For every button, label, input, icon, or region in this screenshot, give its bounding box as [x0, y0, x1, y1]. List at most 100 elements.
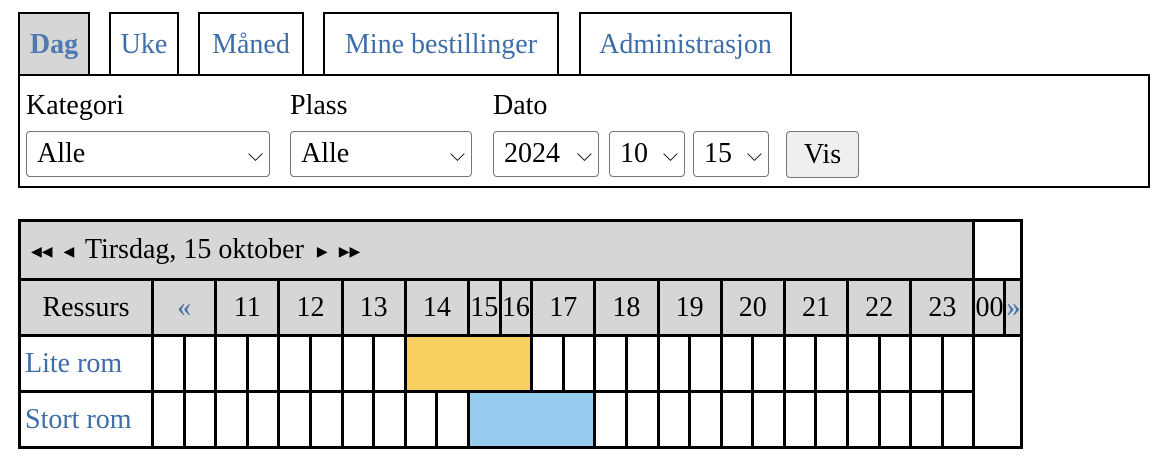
day-select-value: 15	[704, 138, 732, 169]
time-slot[interactable]	[940, 334, 976, 393]
hour-header: 13	[340, 278, 407, 337]
time-slot[interactable]	[214, 390, 249, 449]
hour-header: 15	[466, 278, 502, 337]
tab-administrasjon[interactable]: Administrasjon	[579, 12, 792, 74]
hour-header: 12	[277, 278, 344, 337]
chevron-down-icon: ⌵	[576, 142, 592, 166]
time-slot[interactable]	[561, 334, 597, 393]
left-arrow-icon[interactable]: ◀	[63, 244, 75, 260]
date-navigation-row: ◀◀ ◀ Tirsdag, 15 oktober ▶ ▶▶	[17, 219, 1022, 281]
time-slot[interactable]	[751, 334, 786, 393]
time-slot[interactable]	[814, 390, 850, 449]
month-select-value: 10	[620, 138, 648, 169]
time-slot[interactable]	[877, 390, 913, 449]
plass-select-value: Alle	[301, 138, 350, 169]
hour-header: 00	[972, 278, 1007, 337]
tab-mine-bestillinger[interactable]: Mine bestillinger	[323, 12, 559, 74]
vis-button[interactable]: Vis	[786, 131, 859, 178]
time-slot[interactable]	[940, 390, 976, 449]
hour-header: 20	[719, 278, 786, 337]
year-select-value: 2024	[504, 138, 560, 169]
time-slot[interactable]	[530, 334, 565, 393]
next-hours-link[interactable]: »	[1003, 278, 1024, 337]
time-slot[interactable]	[688, 390, 723, 449]
hour-header: 23	[909, 278, 976, 337]
chevron-down-icon: ⌵	[662, 142, 678, 166]
time-slot[interactable]	[782, 390, 818, 449]
time-slot[interactable]	[151, 390, 186, 449]
hour-header: 11	[214, 278, 281, 337]
time-slot[interactable]	[182, 334, 218, 393]
time-slot[interactable]	[719, 390, 755, 449]
tab-dag[interactable]: Dag	[18, 12, 90, 74]
kategori-select[interactable]: Alle ⌵	[26, 131, 270, 177]
time-slot[interactable]	[593, 390, 628, 449]
year-select[interactable]: 2024 ⌵	[493, 131, 599, 177]
chevron-down-icon: ⌵	[449, 142, 465, 166]
hour-header-row: Ressurs « 11 12 13 14 15 16 17 18 19 20 …	[18, 278, 1024, 337]
time-slot[interactable]	[372, 334, 407, 393]
month-select[interactable]: 10 ⌵	[609, 131, 685, 177]
date-navigation: ◀◀ ◀ Tirsdag, 15 oktober ▶ ▶▶	[17, 219, 976, 281]
time-slot[interactable]	[846, 390, 881, 449]
dato-label: Dato	[493, 90, 548, 121]
right-arrow-icon[interactable]: ▶	[316, 244, 328, 260]
time-slot[interactable]	[308, 390, 344, 449]
tab-maned[interactable]: Måned	[198, 12, 304, 74]
time-slot[interactable]	[435, 390, 470, 449]
time-slot[interactable]	[245, 390, 281, 449]
hour-header: 21	[782, 278, 850, 337]
plass-label: Plass	[290, 90, 348, 121]
tab-uke[interactable]: Uke	[109, 12, 179, 74]
time-slot[interactable]	[182, 390, 218, 449]
time-slot[interactable]	[846, 334, 881, 393]
resource-header: Ressurs	[18, 278, 154, 337]
hour-header: 17	[530, 278, 597, 337]
time-slot[interactable]	[688, 334, 723, 393]
time-slot[interactable]	[877, 334, 913, 393]
resource-row-lite-rom: Lite rom	[18, 334, 1022, 393]
day-calendar: ◀◀ ◀ Tirsdag, 15 oktober ▶ ▶▶ Ressurs « …	[17, 219, 1024, 449]
time-slot[interactable]	[277, 334, 312, 393]
time-slot[interactable]	[308, 334, 344, 393]
hour-header: 22	[846, 278, 913, 337]
double-left-arrow-icon[interactable]: ◀◀	[31, 244, 53, 260]
time-slot[interactable]	[656, 334, 692, 393]
time-slot[interactable]	[782, 334, 818, 393]
resource-lite-rom[interactable]: Lite rom	[18, 334, 154, 393]
time-slot[interactable]	[814, 334, 850, 393]
time-slot[interactable]	[403, 390, 439, 449]
time-slot[interactable]	[719, 334, 755, 393]
booking-block[interactable]	[466, 390, 597, 449]
time-slot[interactable]	[909, 334, 944, 393]
day-select[interactable]: 15 ⌵	[693, 131, 769, 177]
hour-header: 18	[593, 278, 660, 337]
resource-stort-rom[interactable]: Stort rom	[18, 390, 154, 449]
hour-header: 19	[656, 278, 723, 337]
plass-select[interactable]: Alle ⌵	[290, 131, 472, 177]
time-slot[interactable]	[214, 334, 249, 393]
time-slot[interactable]	[909, 390, 944, 449]
previous-hours-link[interactable]: «	[150, 278, 218, 337]
double-right-arrow-icon[interactable]: ▶▶	[338, 244, 361, 260]
time-slot[interactable]	[624, 390, 660, 449]
chevron-down-icon: ⌵	[247, 142, 263, 166]
date-title: Tirsdag, 15 oktober	[84, 234, 304, 265]
chevron-down-icon: ⌵	[746, 142, 762, 166]
filter-panel	[18, 74, 1150, 188]
kategori-label: Kategori	[26, 90, 124, 121]
time-slot[interactable]	[593, 334, 628, 393]
time-slot[interactable]	[656, 390, 692, 449]
hour-header: 14	[403, 278, 470, 337]
time-slot[interactable]	[277, 390, 312, 449]
time-slot[interactable]	[372, 390, 407, 449]
resource-row-stort-rom: Stort rom	[18, 390, 1022, 449]
booking-block[interactable]	[403, 334, 534, 393]
time-slot[interactable]	[624, 334, 660, 393]
time-slot[interactable]	[340, 334, 376, 393]
kategori-select-value: Alle	[37, 138, 86, 169]
time-slot[interactable]	[245, 334, 281, 393]
time-slot[interactable]	[751, 390, 786, 449]
time-slot[interactable]	[340, 390, 376, 449]
time-slot[interactable]	[151, 334, 186, 393]
